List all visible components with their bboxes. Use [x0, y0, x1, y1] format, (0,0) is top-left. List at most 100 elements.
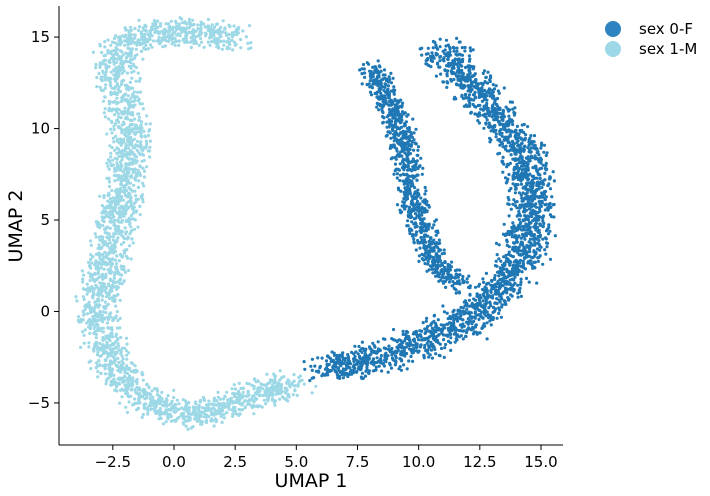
data-point-sex-0-F [324, 359, 329, 363]
data-point-sex-1-M [188, 22, 193, 26]
data-point-sex-1-M [146, 133, 151, 138]
data-point-sex-0-F [513, 204, 518, 208]
data-point-sex-0-F [428, 353, 432, 357]
data-point-sex-0-F [357, 344, 361, 349]
data-point-sex-0-F [529, 255, 533, 259]
data-point-sex-1-M [141, 378, 145, 382]
data-point-sex-1-M [166, 403, 170, 407]
data-point-sex-1-M [141, 57, 145, 61]
data-point-sex-0-F [476, 113, 480, 117]
data-point-sex-1-M [140, 394, 144, 398]
data-point-sex-1-M [115, 139, 119, 143]
data-point-sex-1-M [246, 41, 250, 46]
data-point-sex-0-F [402, 349, 406, 353]
data-point-sex-1-M [202, 45, 206, 49]
data-point-sex-1-M [125, 117, 130, 121]
data-point-sex-1-M [96, 369, 100, 374]
data-point-sex-1-M [108, 215, 112, 220]
data-point-sex-1-M [112, 285, 116, 289]
data-point-sex-0-F [482, 107, 486, 111]
data-point-sex-0-F [436, 62, 440, 66]
data-point-sex-1-M [118, 36, 122, 41]
data-point-sex-1-M [227, 40, 231, 44]
data-point-sex-0-F [485, 118, 489, 122]
data-point-sex-0-F [467, 54, 471, 58]
data-point-sex-1-M [191, 425, 195, 429]
data-point-sex-0-F [434, 321, 438, 326]
data-point-sex-0-F [488, 94, 492, 98]
data-point-sex-1-M [182, 422, 186, 426]
data-point-sex-1-M [123, 346, 127, 350]
data-point-sex-1-M [181, 398, 185, 402]
data-point-sex-0-F [523, 214, 527, 218]
data-point-sex-1-M [195, 419, 200, 423]
data-point-sex-1-M [135, 95, 139, 99]
data-point-sex-1-M [127, 99, 131, 103]
data-point-sex-1-M [103, 288, 107, 292]
data-point-sex-1-M [233, 43, 237, 47]
data-point-sex-0-F [425, 62, 429, 66]
data-point-sex-1-M [137, 185, 141, 190]
data-point-sex-0-F [473, 316, 477, 320]
data-point-sex-0-F [470, 301, 474, 305]
data-point-sex-1-M [100, 79, 104, 83]
data-point-sex-1-M [110, 332, 114, 336]
data-point-sex-0-F [461, 323, 465, 327]
data-point-sex-1-M [98, 226, 102, 230]
data-point-sex-0-F [320, 356, 324, 360]
data-point-sex-0-F [498, 139, 502, 143]
data-point-sex-0-F [537, 255, 541, 259]
data-point-sex-0-F [432, 345, 436, 349]
data-point-sex-0-F [522, 164, 526, 168]
data-point-sex-1-M [133, 189, 137, 193]
data-point-sex-1-M [187, 410, 191, 414]
data-point-sex-1-M [101, 326, 105, 330]
data-point-sex-1-M [113, 148, 117, 152]
data-point-sex-1-M [117, 64, 121, 69]
data-point-sex-0-F [546, 183, 550, 187]
data-point-sex-0-F [520, 160, 524, 164]
data-point-sex-0-F [498, 131, 502, 135]
data-point-sex-0-F [456, 65, 460, 69]
data-point-sex-1-M [113, 113, 117, 117]
data-point-sex-1-M [144, 29, 148, 33]
data-point-sex-0-F [481, 71, 485, 75]
data-point-sex-1-M [143, 41, 147, 45]
data-point-sex-0-F [511, 177, 515, 181]
data-point-sex-1-M [261, 383, 265, 387]
data-point-sex-1-M [109, 354, 113, 358]
data-point-sex-1-M [99, 326, 103, 330]
data-point-sex-1-M [293, 388, 297, 392]
data-point-sex-1-M [98, 347, 102, 351]
data-point-sex-1-M [193, 417, 197, 421]
data-point-sex-0-F [471, 305, 475, 309]
data-point-sex-1-M [127, 157, 131, 161]
data-point-sex-0-F [501, 266, 505, 270]
data-point-sex-1-M [116, 356, 120, 360]
data-point-sex-0-F [529, 141, 533, 145]
data-point-sex-0-F [511, 173, 516, 178]
data-point-sex-0-F [422, 217, 426, 221]
data-point-sex-1-M [208, 43, 212, 47]
data-point-sex-0-F [362, 361, 366, 365]
data-point-sex-0-F [430, 59, 435, 64]
data-point-sex-0-F [438, 45, 442, 49]
data-point-sex-1-M [127, 374, 132, 378]
data-point-sex-0-F [432, 55, 436, 60]
data-point-sex-0-F [533, 194, 537, 199]
data-point-sex-1-M [121, 170, 125, 174]
data-point-sex-1-M [135, 43, 139, 47]
data-point-sex-1-M [108, 347, 112, 351]
data-point-sex-0-F [534, 168, 539, 172]
data-point-sex-1-M [197, 416, 201, 420]
data-point-sex-0-F [400, 341, 404, 345]
data-point-sex-1-M [97, 71, 101, 76]
data-point-sex-1-M [105, 340, 109, 344]
data-point-sex-0-F [409, 354, 413, 359]
data-point-sex-1-M [103, 78, 107, 82]
data-point-sex-0-F [498, 107, 502, 112]
data-point-sex-1-M [135, 148, 139, 152]
data-point-sex-1-M [107, 312, 112, 317]
data-point-sex-0-F [525, 217, 529, 221]
data-point-sex-1-M [170, 42, 174, 46]
